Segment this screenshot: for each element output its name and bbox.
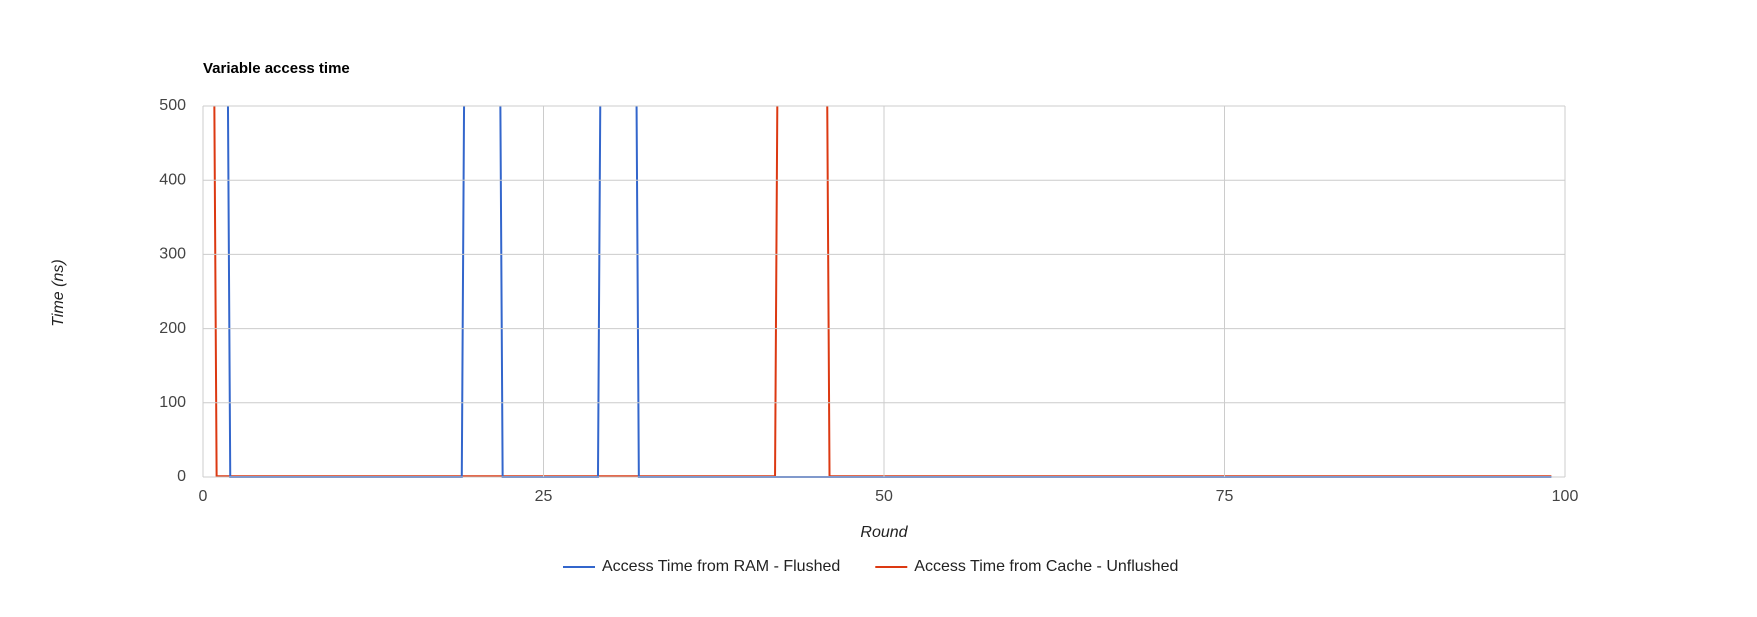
y-tick-label: 100 — [159, 394, 186, 411]
legend-label: Access Time from Cache - Unflushed — [914, 558, 1178, 575]
y-tick-label: 400 — [159, 171, 186, 188]
series-line — [213, 106, 1552, 478]
series-line — [226, 106, 1552, 478]
x-tick-label: 100 — [1552, 488, 1579, 505]
x-tick-label: 0 — [199, 488, 208, 505]
plot-area — [213, 106, 1552, 478]
y-tick-label: 300 — [159, 246, 186, 263]
x-tick-label: 25 — [535, 488, 553, 505]
x-axis-label: Round — [860, 524, 908, 541]
y-tick-label: 0 — [177, 468, 186, 485]
x-tick-label: 75 — [1216, 488, 1234, 505]
y-tick-label: 200 — [159, 320, 186, 337]
y-tick-label: 500 — [159, 97, 186, 114]
y-axis-label: Time (ns) — [50, 259, 67, 326]
legend-label: Access Time from RAM - Flushed — [602, 558, 840, 575]
x-tick-label: 50 — [875, 488, 893, 505]
chart-title: Variable access time — [203, 60, 350, 77]
